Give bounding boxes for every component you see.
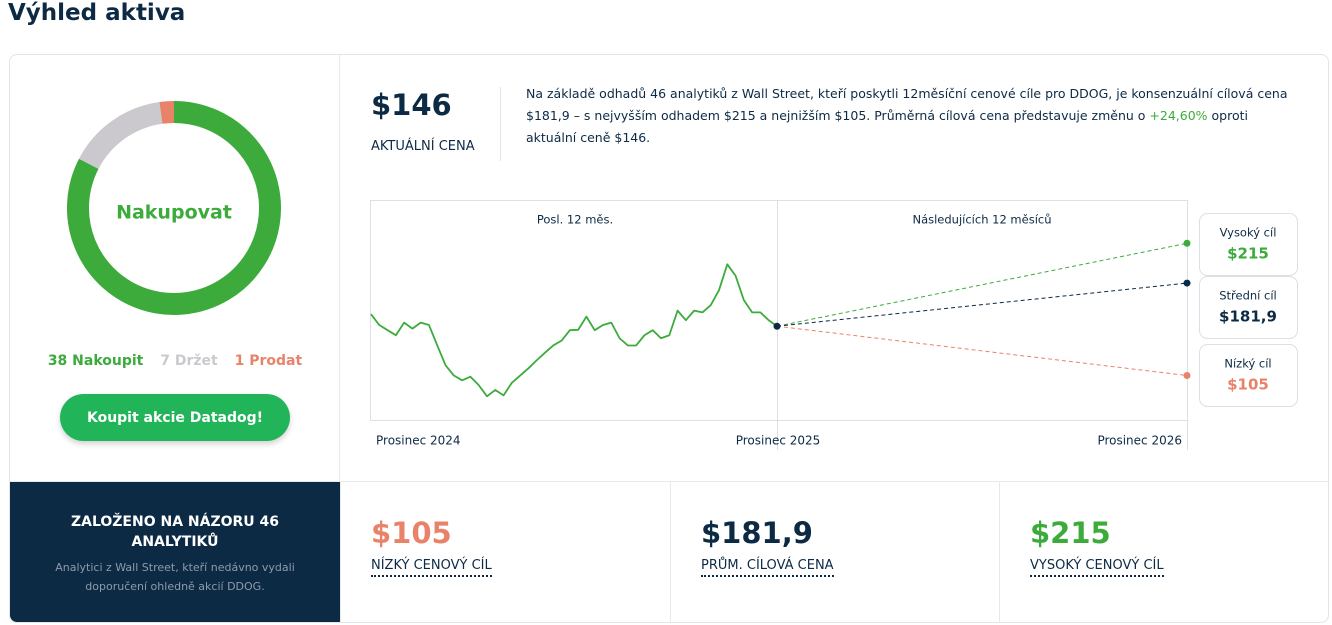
description-text: oproti aktuální ceně $146. [526, 108, 1248, 145]
high-target-label: VYSOKÝ CENOVÝ CÍL [1030, 558, 1164, 577]
buy-button[interactable]: Koupit akcie Datadog! [60, 394, 290, 441]
analyst-text: Analytici z Wall Street, kteří nedávno v… [55, 561, 295, 593]
low-target-label: NÍZKÝ CENOVÝ CÍL [371, 558, 492, 577]
page-title: Výhled aktiva [8, 0, 186, 26]
current-price: $146 [371, 88, 452, 122]
consensus-panel: 38 Nakoupit 7 Držet 1 Prodat Koupit akci… [10, 55, 340, 481]
buy-count: 38 Nakoupit [47, 353, 144, 369]
summary-row: ZALOŽENO NA NÁZORU 46 ANALYTIKŮ Analytic… [10, 481, 1328, 622]
description-text: Na základě odhadů 46 analytiků z Wall St… [526, 86, 1288, 123]
hold-count: 7 Držet [160, 353, 218, 369]
mean-target-value: $181,9 [701, 516, 813, 550]
description: Na základě odhadů 46 analytiků z Wall St… [526, 83, 1296, 149]
current-price-caption: AKTUÁLNÍ CENA [371, 139, 475, 154]
outlook-card: 38 Nakoupit 7 Držet 1 Prodat Koupit akci… [9, 54, 1329, 623]
analyst-note: ZALOŽENO NA NÁZORU 46 ANALYTIKŮ Analytic… [10, 482, 340, 622]
low-target-value: $105 [371, 516, 452, 550]
high-target-cell: $215 VYSOKÝ CENOVÝ CÍL [999, 482, 1328, 622]
change-percent: +24,60% [1149, 108, 1208, 123]
separator [500, 87, 501, 161]
low-target-cell: $105 NÍZKÝ CENOVÝ CÍL [340, 482, 670, 622]
mean-target-cell: $181,9 PRŮM. CÍLOVÁ CENA [670, 482, 1000, 622]
rating-counts: 38 Nakoupit 7 Držet 1 Prodat [10, 353, 340, 369]
sell-count: 1 Prodat [234, 353, 303, 369]
analyst-heading: ZALOŽENO NA NÁZORU 46 ANALYTIKŮ [70, 514, 280, 550]
mean-target-label: PRŮM. CÍLOVÁ CENA [701, 558, 834, 577]
high-target-value: $215 [1030, 516, 1111, 550]
